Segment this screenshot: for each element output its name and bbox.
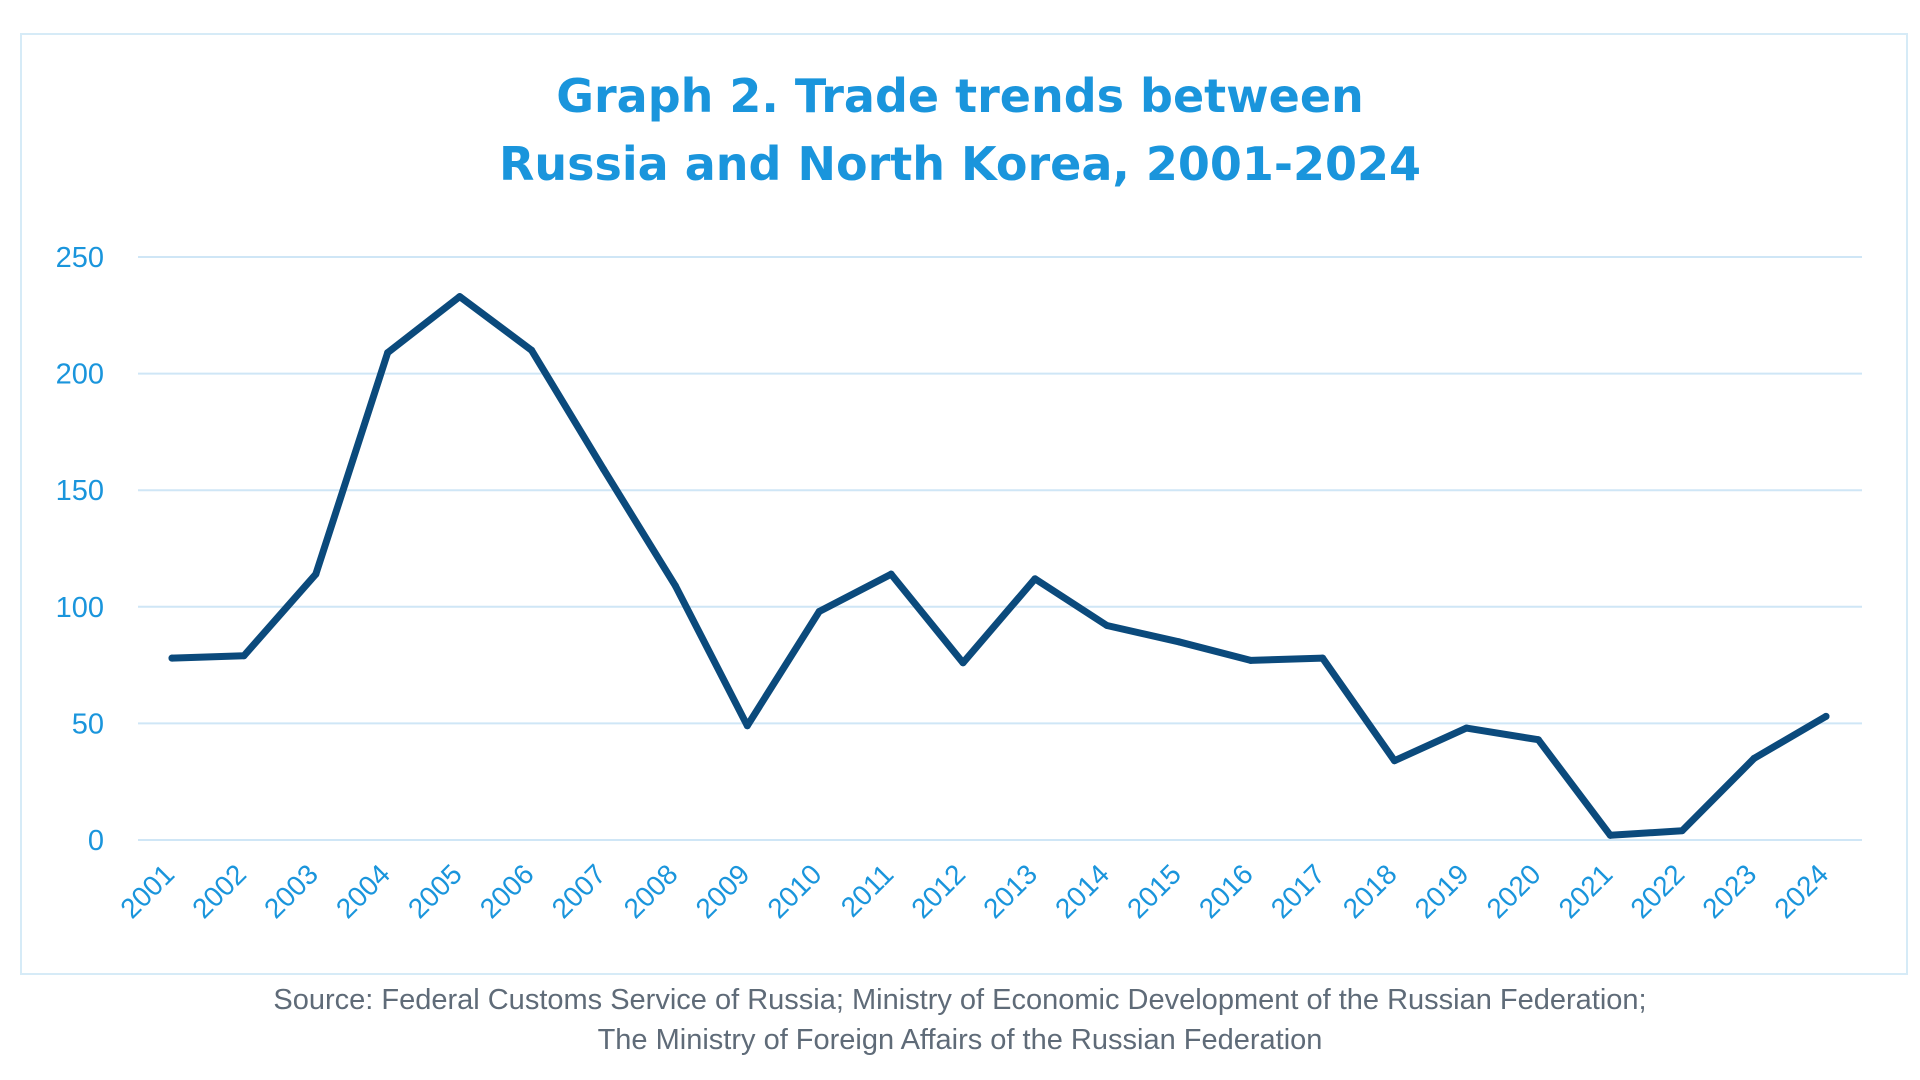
y-tick-label-200: 200 xyxy=(56,359,104,391)
x-tick-label-2009: 2009 xyxy=(690,858,756,924)
source-line-1: Source: Federal Customs Service of Russi… xyxy=(273,984,1647,1016)
data-point-2020 xyxy=(1534,736,1542,744)
data-point-2001 xyxy=(168,654,176,662)
x-tick-label-2008: 2008 xyxy=(618,858,684,924)
chart-title: Graph 2. Trade trends between Russia and… xyxy=(0,62,1920,198)
series-trade xyxy=(168,293,1830,839)
gridlines xyxy=(138,256,1862,841)
y-tick-label-150: 150 xyxy=(56,475,104,507)
x-tick-label-2006: 2006 xyxy=(474,858,540,924)
data-point-2011 xyxy=(887,570,895,578)
data-point-2010 xyxy=(815,607,823,615)
y-axis-ticks: 0 50 100 150 200 250 xyxy=(56,242,104,857)
data-point-2015 xyxy=(1175,638,1183,646)
data-point-2018 xyxy=(1391,757,1399,765)
data-point-2009 xyxy=(743,722,751,730)
x-tick-label-2024: 2024 xyxy=(1768,858,1834,924)
data-point-2014 xyxy=(1103,621,1111,629)
x-tick-label-2019: 2019 xyxy=(1409,858,1475,924)
data-point-2004 xyxy=(384,349,392,357)
x-tick-label-2004: 2004 xyxy=(330,858,396,924)
y-tick-label-100: 100 xyxy=(56,592,104,624)
y-tick-label-250: 250 xyxy=(56,242,104,274)
data-point-2003 xyxy=(312,570,320,578)
data-point-2012 xyxy=(959,659,967,667)
data-point-2017 xyxy=(1319,654,1327,662)
x-tick-label-2010: 2010 xyxy=(761,858,827,924)
data-point-2007 xyxy=(599,465,607,473)
source-line-2: The Ministry of Foreign Affairs of the R… xyxy=(597,1024,1323,1056)
x-tick-label-2015: 2015 xyxy=(1121,858,1187,924)
y-tick-label-0: 0 xyxy=(88,825,104,857)
x-tick-label-2016: 2016 xyxy=(1193,858,1259,924)
data-point-2019 xyxy=(1462,724,1470,732)
x-tick-label-2013: 2013 xyxy=(977,858,1043,924)
chart-frame xyxy=(20,33,1908,975)
chart-title-line-1: Graph 2. Trade trends between xyxy=(556,69,1364,123)
data-point-2013 xyxy=(1031,575,1039,583)
x-tick-label-2003: 2003 xyxy=(258,858,324,924)
x-tick-label-2020: 2020 xyxy=(1481,858,1547,924)
x-tick-label-2021: 2021 xyxy=(1553,858,1619,924)
y-tick-label-50: 50 xyxy=(72,708,104,740)
data-point-2022 xyxy=(1678,827,1686,835)
data-point-2002 xyxy=(240,652,248,660)
x-tick-label-2005: 2005 xyxy=(402,858,468,924)
data-point-2006 xyxy=(528,346,536,354)
x-tick-label-2011: 2011 xyxy=(835,858,900,923)
x-tick-label-2023: 2023 xyxy=(1696,858,1762,924)
data-point-2005 xyxy=(456,293,464,301)
x-tick-label-2007: 2007 xyxy=(546,858,612,924)
data-point-2023 xyxy=(1750,754,1758,762)
data-point-2021 xyxy=(1606,831,1614,839)
data-point-2008 xyxy=(671,582,679,590)
series-line-trade xyxy=(168,293,1830,839)
x-tick-label-2022: 2022 xyxy=(1624,858,1690,924)
source-note: Source: Federal Customs Service of Russi… xyxy=(0,980,1920,1060)
x-tick-label-2002: 2002 xyxy=(186,858,252,924)
data-point-2016 xyxy=(1247,656,1255,664)
x-tick-label-2012: 2012 xyxy=(905,858,971,924)
data-point-2024 xyxy=(1822,712,1830,720)
x-tick-label-2001: 2001 xyxy=(114,858,180,924)
x-tick-label-2014: 2014 xyxy=(1049,858,1115,924)
x-tick-label-2018: 2018 xyxy=(1337,858,1403,924)
x-tick-label-2017: 2017 xyxy=(1265,858,1331,924)
x-axis-ticks: 2001 2002 2003 2004 2005 2006 2007 2008 2009 2010… xyxy=(114,858,1834,924)
chart-title-line-2: Russia and North Korea, 2001-2024 xyxy=(498,137,1422,191)
